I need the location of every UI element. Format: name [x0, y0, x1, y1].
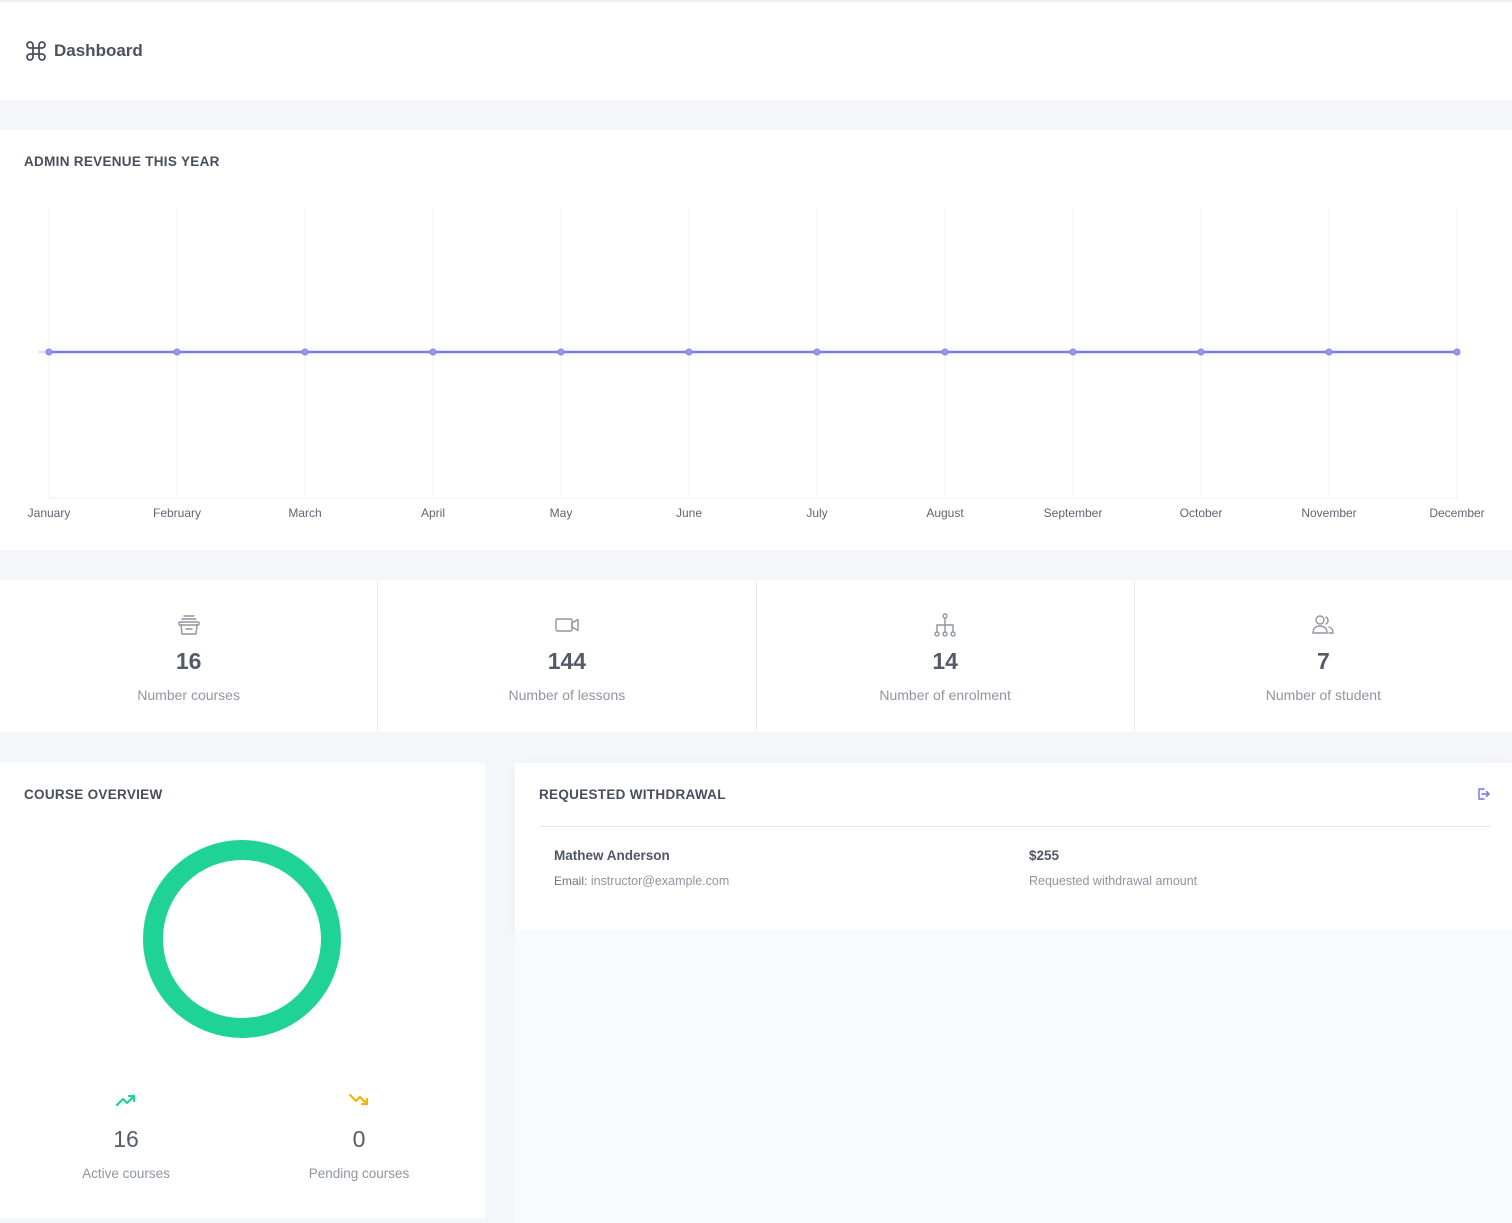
- x-tick-label: March: [288, 506, 321, 520]
- stat-courses: 16 Number courses: [0, 580, 379, 732]
- revenue-point[interactable]: [685, 348, 693, 356]
- stat-students-label: Number of student: [1265, 687, 1381, 703]
- empty-area: [515, 930, 1512, 1223]
- trending-up-icon: [115, 1094, 136, 1107]
- revenue-point[interactable]: [557, 348, 565, 356]
- x-tick-label: July: [806, 506, 827, 520]
- stat-enrolment-label: Number of enrolment: [879, 687, 1011, 703]
- pending-courses-label: Pending courses: [308, 1166, 410, 1181]
- stat-enrolment: 14 Number of enrolment: [756, 580, 1135, 732]
- revenue-point[interactable]: [1325, 348, 1333, 356]
- stat-courses-label: Number courses: [137, 687, 240, 703]
- stat-students: 7 Number of student: [1134, 580, 1512, 732]
- course-overview-title: COURSE OVERVIEW: [24, 787, 163, 802]
- x-tick-label: October: [1180, 506, 1223, 520]
- withdrawal-amount: $255: [1029, 848, 1060, 863]
- pending-courses: 0 Pending courses: [259, 1092, 459, 1181]
- revenue-line-chart: January February March April May June July Augu…: [28, 208, 1485, 520]
- page-header: Dashboard: [0, 0, 1512, 100]
- x-tick-label: November: [1301, 506, 1356, 520]
- course-overview-donut: [143, 840, 341, 1038]
- active-courses: 16 Active courses: [26, 1092, 226, 1181]
- revenue-point[interactable]: [1197, 348, 1205, 356]
- users-icon: [1312, 615, 1335, 634]
- stat-students-value: 7: [1316, 648, 1330, 674]
- withdrawal-amount-label: Requested withdrawal amount: [1029, 874, 1198, 888]
- withdrawal-email-value: instructor@example.com: [590, 874, 730, 888]
- x-tick-label: April: [421, 506, 445, 520]
- command-icon: [26, 41, 46, 61]
- pending-courses-value: 0: [352, 1126, 366, 1152]
- stat-lessons-value: 144: [547, 648, 587, 674]
- revenue-point[interactable]: [173, 348, 181, 356]
- stats-row: 16 Number courses 144 Number of lessons …: [0, 580, 1512, 732]
- withdrawal-divider: [539, 826, 1490, 827]
- stat-enrolment-value: 14: [932, 648, 958, 674]
- x-tick-label: December: [1429, 506, 1484, 520]
- x-tick-label: June: [676, 506, 702, 520]
- stat-lessons-label: Number of lessons: [508, 687, 626, 703]
- revenue-point[interactable]: [429, 348, 437, 356]
- video-camera-icon: [555, 618, 579, 632]
- revenue-point[interactable]: [813, 348, 821, 356]
- x-tick-label: February: [153, 506, 201, 520]
- revenue-point[interactable]: [941, 348, 949, 356]
- revenue-title: ADMIN REVENUE THIS YEAR: [24, 154, 220, 169]
- withdrawal-name: Mathew Anderson: [554, 848, 670, 863]
- requested-withdrawal-title: REQUESTED WITHDRAWAL: [539, 787, 726, 802]
- requested-withdrawal-card: REQUESTED WITHDRAWAL Mathew Anderson Ema…: [515, 763, 1512, 930]
- page-title: Dashboard: [54, 41, 143, 60]
- hierarchy-icon: [934, 613, 956, 637]
- revenue-point[interactable]: [1453, 348, 1461, 356]
- withdrawal-email-key: Email:: [554, 874, 588, 888]
- revenue-point[interactable]: [1069, 348, 1077, 356]
- revenue-point[interactable]: [301, 348, 309, 356]
- revenue-card: ADMIN REVENUE THIS YEAR January February M…: [0, 130, 1512, 550]
- x-tick-label: September: [1044, 506, 1103, 520]
- active-courses-label: Active courses: [82, 1166, 170, 1181]
- stat-lessons: 144 Number of lessons: [378, 580, 757, 732]
- trending-down-icon: [348, 1093, 369, 1106]
- withdrawal-email: Email: instructor@example.com: [554, 874, 729, 888]
- exit-icon[interactable]: [1476, 787, 1490, 801]
- course-overview-card: COURSE OVERVIEW: [0, 763, 485, 1218]
- x-tick-label: August: [926, 506, 964, 520]
- stat-courses-value: 16: [175, 648, 202, 674]
- active-courses-value: 16: [113, 1126, 139, 1152]
- x-tick-label: May: [550, 506, 573, 520]
- revenue-point[interactable]: [45, 348, 53, 356]
- courses-box-icon: [177, 615, 200, 635]
- x-tick-label: January: [28, 506, 71, 520]
